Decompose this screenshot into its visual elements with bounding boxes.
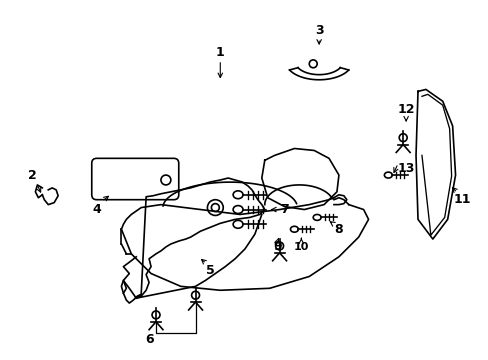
Text: 12: 12 [397,103,414,116]
Text: 13: 13 [397,162,414,175]
Text: 2: 2 [28,168,37,181]
Text: 4: 4 [92,203,101,216]
Text: 1: 1 [216,45,224,59]
Text: 9: 9 [273,240,282,253]
Text: 11: 11 [453,193,470,206]
Text: 3: 3 [314,24,323,37]
Text: 5: 5 [205,264,214,277]
Text: 8: 8 [334,223,343,236]
Text: 7: 7 [280,203,288,216]
Text: 10: 10 [293,242,308,252]
Text: 6: 6 [144,333,153,346]
